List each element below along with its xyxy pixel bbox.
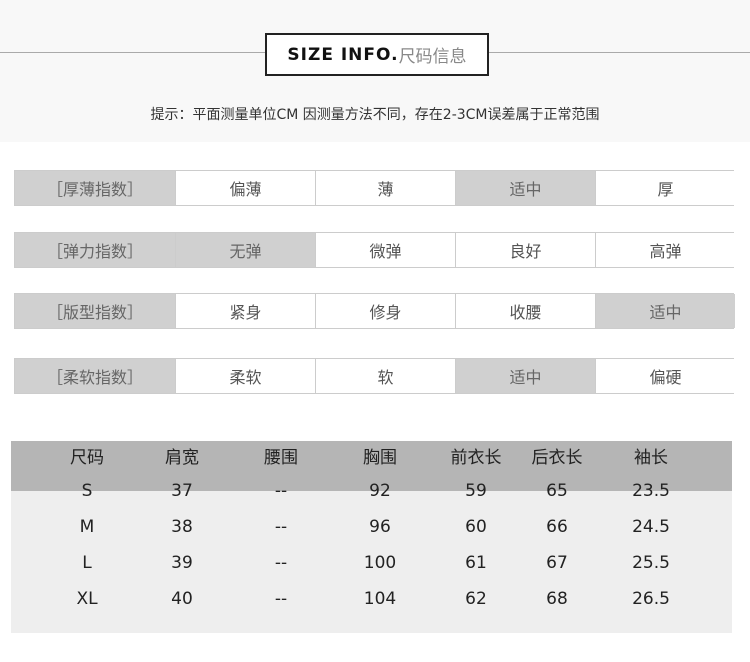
size-table-header: 尺码 肩宽 腰围 胸围 前衣长 后衣长 袖长	[11, 441, 732, 491]
index-row: ［版型指数］ 紧身 修身 收腰 适中	[14, 293, 735, 329]
table-cell: 96	[369, 517, 391, 537]
table-cell: 59	[465, 481, 487, 501]
index-row: ［弹力指数］ 无弹 微弹 良好 高弹	[14, 232, 735, 268]
page-title: SIZE INFO. 尺码信息	[265, 33, 489, 76]
table-cell: 68	[546, 589, 568, 609]
size-table: 尺码 肩宽 腰围 胸围 前衣长 后衣长 袖长 S 37 -- 92 59 65 23.5 M 38 -- 96 6…	[11, 441, 732, 633]
index-option: 软	[315, 359, 455, 393]
table-cell: 104	[363, 589, 397, 609]
column-header: 前衣长	[450, 448, 502, 468]
index-option: 柔软	[175, 359, 315, 393]
table-cell: 61	[465, 553, 487, 573]
measurement-tip: 提示：平面测量单位CM 因测量方法不同，存在2-3CM误差属于正常范围	[150, 107, 600, 123]
column-header: 后衣长	[531, 448, 583, 468]
index-option: 适中	[455, 359, 595, 393]
index-option: 厚	[595, 171, 735, 205]
index-option: 微弹	[315, 233, 455, 267]
table-cell: --	[274, 481, 288, 501]
index-label: ［弹力指数］	[15, 233, 175, 267]
index-label: ［柔软指数］	[15, 359, 175, 393]
table-cell: 100	[363, 553, 397, 573]
table-cell: 38	[171, 517, 193, 537]
column-header: 肩宽	[165, 448, 199, 468]
table-cell: 60	[465, 517, 487, 537]
table-row: M 38 -- 96 60 66 24.5	[11, 509, 732, 545]
title-cn: 尺码信息	[398, 47, 467, 67]
table-row: S 37 -- 92 59 65 23.5	[11, 473, 732, 509]
index-option: 无弹	[175, 233, 315, 267]
table-cell: 92	[369, 481, 391, 501]
table-cell: 67	[546, 553, 568, 573]
column-header: 腰围	[264, 448, 298, 468]
table-cell: 40	[171, 589, 193, 609]
index-option: 偏薄	[175, 171, 315, 205]
index-option: 修身	[315, 294, 455, 328]
table-cell: --	[274, 517, 288, 537]
index-row: ［厚薄指数］ 偏薄薄适中厚	[14, 170, 735, 206]
table-cell: M	[79, 517, 95, 537]
table-cell: S	[81, 481, 93, 501]
index-option: 良好	[455, 233, 595, 267]
table-row: XL 40 -- 104 62 68 26.5	[11, 581, 732, 617]
column-header: 袖长	[634, 448, 668, 468]
index-option: 高弹	[595, 233, 735, 267]
table-cell: --	[274, 553, 288, 573]
index-option: 收腰	[455, 294, 595, 328]
index-option: 偏硬	[595, 359, 735, 393]
table-cell: 37	[171, 481, 193, 501]
table-cell: 65	[546, 481, 568, 501]
index-label: ［版型指数］	[15, 294, 175, 328]
table-cell: 66	[546, 517, 568, 537]
table-cell: 23.5	[632, 481, 670, 501]
table-cell: --	[274, 589, 288, 609]
title-en: SIZE INFO.	[287, 44, 399, 65]
index-option: 适中	[455, 171, 595, 205]
table-row: L 39 -- 100 61 67 25.5	[11, 545, 732, 581]
table-cell: 39	[171, 553, 193, 573]
table-cell: 62	[465, 589, 487, 609]
table-cell: XL	[76, 589, 98, 609]
table-cell: 24.5	[632, 517, 670, 537]
table-cell: 26.5	[632, 589, 670, 609]
index-option: 薄	[315, 171, 455, 205]
index-option: 紧身	[175, 294, 315, 328]
table-cell: L	[82, 553, 92, 573]
index-option: 适中	[595, 294, 735, 328]
index-row: ［柔软指数］ 柔软软适中 偏硬	[14, 358, 735, 394]
index-label: ［厚薄指数］	[15, 171, 175, 205]
column-header: 尺码	[70, 448, 104, 468]
column-header: 胸围	[363, 448, 397, 468]
table-cell: 25.5	[632, 553, 670, 573]
